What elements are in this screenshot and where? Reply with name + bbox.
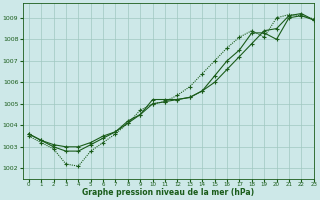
X-axis label: Graphe pression niveau de la mer (hPa): Graphe pression niveau de la mer (hPa) — [82, 188, 254, 197]
